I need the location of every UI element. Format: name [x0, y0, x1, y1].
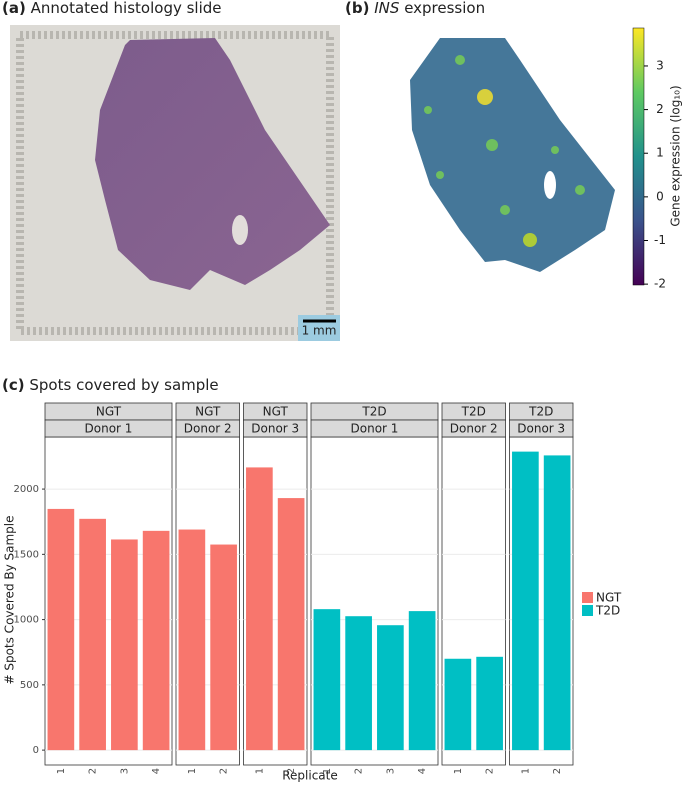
- bar: [408, 611, 436, 751]
- facet-strip: [44, 419, 173, 438]
- facet-strip: [175, 419, 240, 438]
- facet-strip: [441, 419, 506, 438]
- colorbar: [632, 27, 645, 286]
- x-tick-label: 4: [151, 768, 162, 774]
- map-hole: [544, 171, 556, 199]
- x-tick-label: 1: [453, 768, 464, 774]
- x-tick-label: 2: [552, 768, 563, 774]
- facet-group-label: T2D: [461, 405, 486, 419]
- x-tick-label: 2: [354, 768, 365, 774]
- facet-group-label: T2D: [528, 405, 553, 419]
- x-tick-label: 3: [385, 768, 396, 774]
- bar: [543, 455, 571, 751]
- colorbar-tick-label: 1: [656, 146, 664, 160]
- facet-donor-label: Donor 3: [517, 422, 565, 436]
- colorbar-label: Gene expression (log₁₀): [669, 85, 683, 226]
- y-tick-label: 1500: [14, 549, 39, 560]
- y-tick-label: 0: [33, 745, 39, 756]
- facet-group-label: NGT: [195, 405, 221, 419]
- expression-hotspots: [424, 55, 585, 247]
- colorbar-tick-label: 0: [656, 189, 664, 203]
- panel-title: (c) Spots covered by sample: [2, 376, 219, 394]
- x-tick-label: 1: [520, 768, 531, 774]
- facet-strip: [310, 419, 439, 438]
- facet-donor-label: Donor 2: [450, 422, 498, 436]
- slide-fiducials: [16, 31, 334, 335]
- bar: [377, 625, 404, 751]
- x-tick-label: 1: [187, 768, 198, 774]
- scale-bar-box: [298, 315, 340, 341]
- y-tick-label: 500: [20, 680, 39, 691]
- panel-title: (b) INS expression: [345, 0, 485, 17]
- bar: [47, 508, 75, 751]
- facet-strip: [243, 419, 308, 438]
- colorbar-tick-label: -1: [654, 233, 666, 247]
- facet-donor-label: Donor 2: [184, 422, 232, 436]
- bar: [345, 616, 372, 751]
- colorbar-tick-label: 3: [656, 58, 664, 72]
- y-tick-label: 1000: [14, 615, 39, 626]
- x-tick-label: 2: [485, 768, 496, 774]
- x-tick-label: 2: [219, 768, 230, 774]
- scale-bar-label: 1 mm: [302, 324, 337, 338]
- panel-title: (a) Annotated histology slide: [2, 0, 222, 17]
- x-tick-label: 1: [254, 768, 265, 774]
- facet-donor-label: Donor 1: [85, 422, 133, 436]
- bar: [111, 539, 138, 751]
- bar: [246, 467, 273, 751]
- facet-group-label: T2D: [361, 405, 386, 419]
- expression-map: [410, 38, 615, 272]
- x-tick-label: 1: [56, 768, 67, 774]
- facet-strip: [509, 419, 574, 438]
- facet-donor-label: Donor 3: [251, 422, 299, 436]
- facet-group-label: NGT: [263, 405, 289, 419]
- bar: [444, 658, 472, 751]
- facet-group-label: NGT: [96, 405, 122, 419]
- bar: [476, 656, 503, 751]
- y-tick-label: 2000: [14, 484, 39, 495]
- legend-swatch: [582, 592, 593, 603]
- colorbar-tick-label: -2: [654, 277, 666, 291]
- colorbar-tick-label: 2: [656, 102, 664, 116]
- tissue-section: [95, 38, 330, 290]
- y-axis-label: # Spots Covered By Sample: [3, 515, 17, 684]
- bar: [512, 451, 539, 751]
- x-tick-label: 3: [119, 768, 130, 774]
- legend-label: T2D: [595, 604, 620, 618]
- x-tick-label: 1: [322, 768, 333, 774]
- facet-donor-label: Donor 1: [351, 422, 399, 436]
- bar: [178, 529, 206, 751]
- tissue-hole: [232, 215, 248, 245]
- legend-label: NGT: [596, 591, 622, 605]
- x-tick-label: 2: [88, 768, 99, 774]
- x-axis-label: Replicate: [282, 769, 338, 783]
- x-tick-label: 2: [286, 768, 297, 774]
- bar: [313, 609, 341, 751]
- bar: [277, 498, 305, 751]
- bar: [210, 544, 237, 751]
- x-tick-label: 4: [417, 768, 428, 774]
- legend-swatch: [582, 605, 593, 616]
- bar: [79, 518, 106, 751]
- bar: [142, 530, 170, 751]
